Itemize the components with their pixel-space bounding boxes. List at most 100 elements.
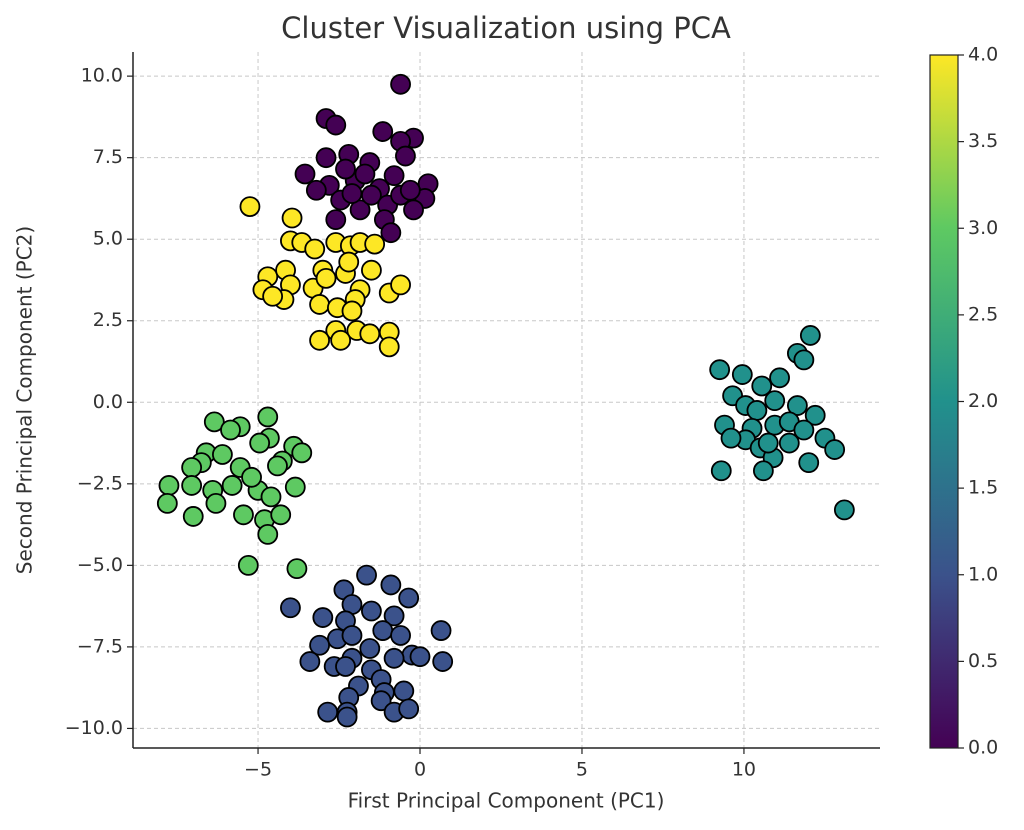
point: [372, 121, 394, 142]
y-tick-label: 0.0: [93, 391, 123, 413]
point: [205, 492, 227, 514]
point: [341, 300, 363, 322]
point: [309, 294, 330, 315]
point: [305, 179, 327, 201]
point: [267, 455, 288, 477]
point: [330, 329, 352, 351]
point: [338, 251, 360, 273]
x-tick-label: 10: [732, 759, 756, 781]
point: [280, 597, 301, 619]
point: [361, 600, 382, 622]
point: [182, 506, 204, 527]
colorbar-tick-label: 3.0: [968, 217, 998, 239]
point: [798, 452, 820, 474]
y-tick-label: 10.0: [81, 65, 123, 87]
point: [793, 419, 815, 441]
colorbar-tick-label: 2.0: [968, 390, 998, 412]
point: [751, 375, 773, 397]
colorbar-tick-label: 1.5: [968, 477, 998, 499]
point: [769, 367, 790, 389]
y-tick-label: −2.5: [77, 472, 123, 494]
point: [395, 145, 416, 167]
colorbar-tick-label: 0.5: [968, 650, 998, 672]
point: [262, 285, 284, 307]
point: [710, 460, 732, 482]
point: [220, 419, 241, 441]
point: [181, 457, 203, 478]
point: [403, 199, 424, 221]
point: [239, 196, 261, 217]
grid: [133, 52, 880, 748]
point: [156, 492, 178, 514]
point: [281, 207, 303, 229]
point: [241, 466, 262, 488]
point: [778, 432, 800, 454]
point: [286, 558, 308, 580]
x-tick-label: 0: [414, 759, 426, 781]
point: [260, 486, 282, 508]
point: [430, 620, 452, 641]
point: [335, 656, 356, 677]
y-tick-label: 7.5: [93, 146, 123, 168]
point: [181, 475, 203, 496]
colorbar-tick-label: 4.0: [968, 44, 998, 66]
axes: −5 0 5 10 −10.0 −7.5 −5.0 −2.5 0.0 2.5 5.0 7.5 10.0: [65, 52, 880, 781]
point: [359, 323, 381, 345]
point: [364, 233, 386, 255]
colorbar-ticks: 0.0 0.5 1.0 1.5 2.0 2.5 3.0 3.5 4.0: [958, 44, 998, 759]
point: [341, 625, 363, 646]
point: [291, 442, 313, 464]
colorbar-tick-label: 1.0: [968, 563, 998, 585]
x-tick-label: 5: [576, 759, 588, 781]
point: [270, 504, 292, 526]
point: [390, 73, 411, 95]
point: [299, 651, 321, 672]
y-tick-label: 2.5: [93, 309, 123, 331]
point: [720, 427, 742, 449]
point: [709, 359, 731, 381]
point: [764, 390, 786, 412]
points: [156, 73, 855, 728]
point: [315, 267, 337, 289]
point: [336, 706, 358, 728]
point: [203, 411, 225, 433]
point: [257, 523, 279, 545]
point: [312, 607, 334, 628]
point: [212, 444, 233, 465]
point: [390, 274, 411, 296]
point: [249, 432, 271, 454]
point: [752, 460, 774, 482]
point: [731, 364, 753, 385]
point: [359, 638, 381, 659]
point: [432, 651, 454, 672]
point: [335, 158, 356, 180]
colorbar-tick-label: 3.5: [968, 130, 998, 152]
point: [341, 183, 363, 204]
point: [315, 147, 337, 169]
point: [349, 199, 371, 221]
point: [325, 114, 347, 136]
point: [799, 325, 821, 346]
colorbar-tick-label: 2.5: [968, 303, 998, 325]
point: [354, 163, 376, 185]
y-tick-label: 5.0: [93, 228, 123, 250]
point: [304, 238, 326, 260]
point: [372, 620, 394, 641]
point: [793, 349, 815, 371]
point: [399, 179, 421, 201]
point: [356, 564, 377, 586]
point: [233, 504, 254, 526]
point: [383, 605, 405, 627]
point: [378, 336, 400, 358]
y-tick-label: −10.0: [65, 717, 123, 739]
point: [393, 680, 415, 702]
y-axis-label: Second Principal Component (PC2): [13, 226, 37, 574]
point: [221, 475, 243, 496]
point: [257, 406, 279, 428]
point: [786, 395, 808, 416]
point: [294, 163, 316, 185]
chart-title: Cluster Visualization using PCA: [281, 11, 731, 45]
point: [409, 646, 431, 668]
